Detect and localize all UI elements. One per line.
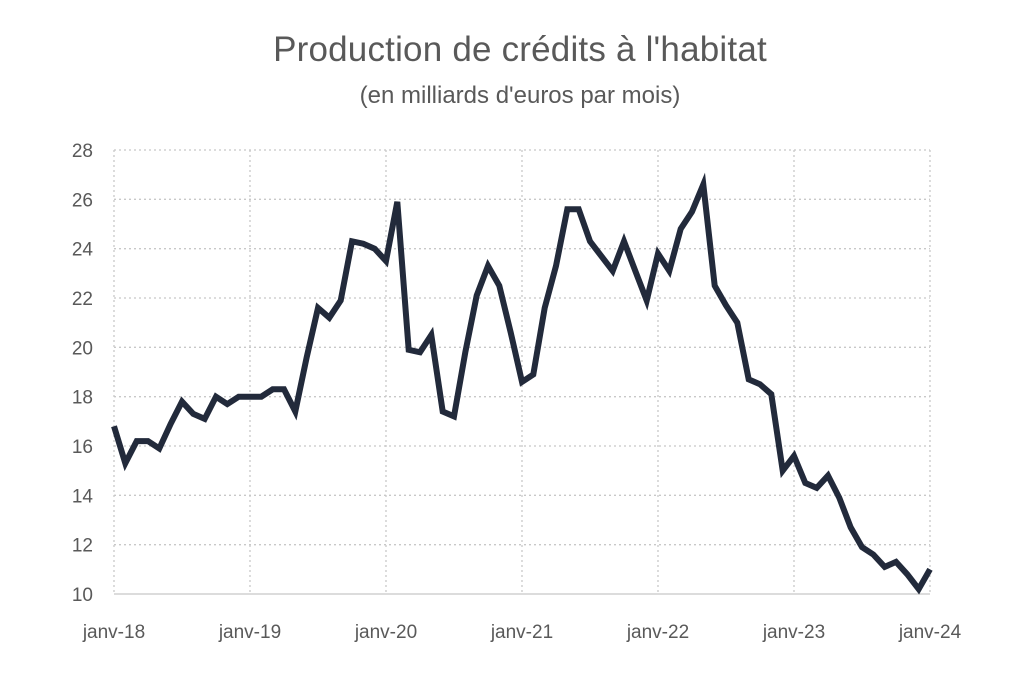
y-axis-ticks: 28 26 24 22 20 18 16 14 12 10 bbox=[72, 141, 94, 606]
x-tick-label: janv-23 bbox=[762, 622, 825, 643]
chart-subtitle: (en milliards d'euros par mois) bbox=[359, 82, 681, 109]
x-tick-label: janv-18 bbox=[82, 622, 145, 643]
y-tick-label: 12 bbox=[72, 536, 93, 557]
y-tick-label: 18 bbox=[72, 388, 93, 409]
gridlines-vertical bbox=[113, 150, 931, 594]
x-tick-label: janv-24 bbox=[898, 622, 962, 643]
y-tick-label: 10 bbox=[72, 585, 93, 606]
y-tick-label: 28 bbox=[72, 141, 93, 162]
y-tick-label: 24 bbox=[72, 240, 94, 261]
x-tick-label: janv-22 bbox=[626, 622, 689, 643]
chart-title: Production de crédits à l'habitat bbox=[273, 30, 767, 69]
y-tick-label: 14 bbox=[72, 486, 94, 507]
y-tick-label: 26 bbox=[72, 190, 93, 211]
x-tick-label: janv-21 bbox=[490, 622, 553, 643]
y-tick-label: 20 bbox=[72, 338, 93, 359]
x-tick-label: janv-20 bbox=[354, 622, 417, 643]
y-tick-label: 22 bbox=[72, 289, 93, 310]
x-axis-ticks: janv-18 janv-19 janv-20 janv-21 janv-22 janv-… bbox=[82, 622, 962, 643]
y-tick-label: 16 bbox=[72, 437, 93, 458]
x-tick-label: janv-19 bbox=[218, 622, 281, 643]
data-line bbox=[111, 172, 933, 595]
